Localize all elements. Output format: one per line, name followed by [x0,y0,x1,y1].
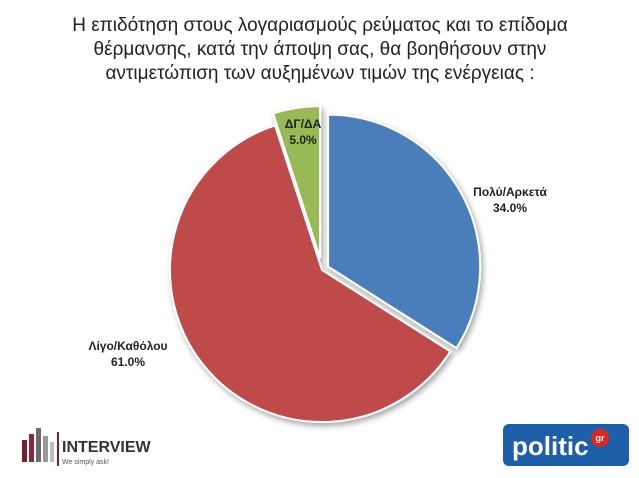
logo-suffix: gr [596,433,605,443]
pie-slice [271,105,322,259]
labels: Πολύ/Αρκετά 34.0% Λίγο/Καθόλου 61.0% ΔΓ/ΔΑ 5.… [88,117,547,369]
pie-slice [169,124,452,423]
logo-tagline: We simply ask! [62,459,109,466]
pie [169,105,482,423]
slice-label: Πολύ/Αρκετά [473,185,547,199]
politic-logo: politic gr [503,424,629,466]
logo-text: INTERVIEW [62,439,152,456]
chart-title: Η επιδότηση στους λογαριασμούς ρεύματος … [72,15,568,84]
slice-label: Λίγο/Καθόλου [88,339,167,353]
pie-slice [327,113,482,350]
slice-value-label: 5.0% [289,133,317,147]
slice-value-label: 34.0% [493,201,527,215]
slice-label: ΔΓ/ΔΑ [285,117,322,131]
slice-value-label: 61.0% [111,355,145,369]
logo-text: politic [512,431,589,461]
interview-logo: INTERVIEW We simply ask! [22,428,152,466]
